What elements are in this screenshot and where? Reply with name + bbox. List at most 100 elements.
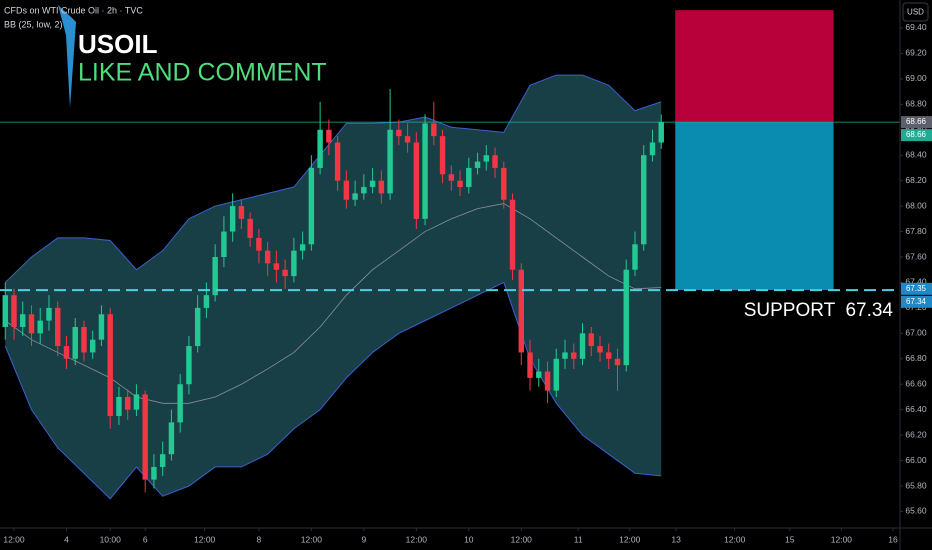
candle-body bbox=[20, 314, 26, 327]
candle-body bbox=[177, 384, 183, 423]
candle-body bbox=[614, 358, 621, 366]
candle-body bbox=[221, 231, 227, 258]
candle-body bbox=[466, 167, 472, 188]
candle-body bbox=[98, 314, 105, 340]
candle-body bbox=[247, 218, 253, 238]
y-tick-label: 69.40 bbox=[905, 22, 927, 32]
y-tick-label: 68.40 bbox=[905, 149, 927, 159]
candle-body bbox=[72, 326, 78, 359]
candle-body bbox=[308, 167, 315, 245]
candle-body bbox=[299, 244, 306, 251]
candle-body bbox=[55, 307, 61, 347]
currency[interactable]: USD bbox=[907, 8, 924, 17]
candle-body bbox=[501, 167, 507, 200]
candle-body bbox=[194, 307, 201, 347]
x-tick-label: 9 bbox=[361, 534, 366, 544]
header: CFDs on WTI Crude Oil · 2h · TVC bbox=[4, 5, 143, 15]
candle-body bbox=[90, 339, 96, 353]
candle-body bbox=[509, 199, 516, 270]
candle-body bbox=[431, 123, 437, 137]
bb-middle bbox=[5, 203, 662, 404]
candle-body bbox=[623, 269, 629, 366]
candle-body bbox=[334, 142, 341, 181]
candle-body bbox=[116, 396, 122, 417]
y-tick-label: 66.60 bbox=[905, 378, 927, 388]
x-tick-label: 12:00 bbox=[3, 534, 25, 544]
candle-body bbox=[527, 352, 533, 378]
y-tick-label: 65.80 bbox=[905, 480, 927, 490]
x-tick-label: 12:00 bbox=[301, 534, 323, 544]
price-tag-label: 67.35 bbox=[906, 284, 927, 293]
price-tag bbox=[901, 282, 932, 295]
bb-fill bbox=[5, 75, 662, 499]
candle-body bbox=[256, 237, 262, 251]
candle-body bbox=[378, 180, 385, 194]
candle-body bbox=[597, 346, 603, 353]
y-tick-label: 66.20 bbox=[905, 429, 927, 439]
candle-body bbox=[579, 333, 586, 359]
logo bbox=[58, 5, 76, 108]
y-tick-label: 67.80 bbox=[905, 226, 927, 236]
x-tick-label: 12:00 bbox=[194, 534, 216, 544]
x-tick-label: 10:00 bbox=[100, 534, 122, 544]
candle-body bbox=[562, 352, 568, 359]
candle-body bbox=[133, 394, 140, 410]
candle-body bbox=[396, 129, 402, 137]
y-tick-label: 66.80 bbox=[905, 353, 927, 363]
x-tick-label: 6 bbox=[143, 534, 148, 544]
candle-body bbox=[2, 295, 8, 327]
x-tick-label: 12:00 bbox=[724, 534, 746, 544]
candle-body bbox=[142, 394, 148, 480]
candle-body bbox=[11, 295, 17, 327]
bb-upper bbox=[4, 74, 662, 283]
y-tick-label: 68.80 bbox=[905, 99, 927, 109]
candle-body bbox=[361, 187, 367, 194]
bb-lower bbox=[4, 281, 662, 500]
candle-body bbox=[387, 129, 393, 194]
price-tag-label: 68.66 bbox=[906, 130, 927, 139]
y-tick-label: 66.40 bbox=[905, 404, 927, 414]
candle-body bbox=[81, 326, 87, 353]
candle-body bbox=[448, 174, 455, 181]
candle-body bbox=[553, 358, 559, 391]
candle-body bbox=[474, 161, 481, 168]
x-tick-label: 8 bbox=[257, 534, 262, 544]
y-tick-label: 68.20 bbox=[905, 175, 927, 185]
x-tick-label: 15 bbox=[785, 534, 795, 544]
candle-body bbox=[413, 142, 420, 219]
y-tick-label: 68.60 bbox=[905, 124, 927, 134]
candle-body bbox=[159, 454, 166, 467]
candle-body bbox=[37, 320, 43, 334]
candle-body bbox=[317, 129, 323, 168]
x-tick-label: 12:00 bbox=[831, 534, 853, 544]
x-tick-label: 10 bbox=[464, 534, 474, 544]
candle-body bbox=[369, 180, 376, 188]
x-tick-label: 12:00 bbox=[619, 534, 641, 544]
y-tick-label: 68.00 bbox=[905, 200, 927, 210]
y-tick-label: 67.60 bbox=[905, 251, 927, 261]
candle-body bbox=[544, 371, 551, 391]
candle-body bbox=[649, 142, 656, 156]
candle-body bbox=[352, 193, 358, 200]
y-tick-label: 67.40 bbox=[905, 277, 927, 287]
y-tick-label: 69.20 bbox=[905, 48, 927, 58]
x-tick-label: 4 bbox=[64, 534, 69, 544]
candle-body bbox=[588, 333, 594, 347]
candle-body bbox=[291, 250, 297, 277]
currency-button[interactable] bbox=[902, 2, 929, 22]
title: USOIL bbox=[78, 29, 158, 59]
candle-body bbox=[326, 129, 332, 143]
candle-body bbox=[483, 155, 490, 162]
candle-body bbox=[282, 269, 288, 277]
y-tick-label: 67.00 bbox=[905, 328, 927, 338]
candle-body bbox=[46, 307, 52, 321]
candle-body bbox=[124, 396, 131, 410]
price-tag-label: 67.34 bbox=[906, 297, 927, 306]
price-tag bbox=[901, 129, 932, 142]
candle-body bbox=[404, 136, 411, 143]
x-tick-label: 13 bbox=[671, 534, 681, 544]
candle-body bbox=[151, 466, 157, 480]
subtitle: LIKE AND COMMENT bbox=[78, 59, 327, 87]
